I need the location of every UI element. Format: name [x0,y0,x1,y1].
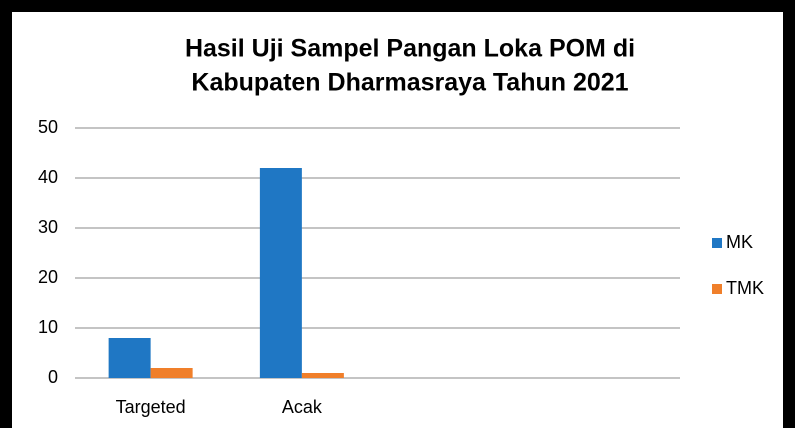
y-tick-label: 20 [38,267,58,287]
x-tick-label: Acak [282,397,323,417]
bar [108,338,151,378]
y-tick-label: 0 [48,367,58,387]
x-tick-label: Targeted [116,397,186,417]
bar [301,373,344,378]
chart-title: Hasil Uji Sampel Pangan Loka POM di [185,35,635,63]
legend-swatch [712,238,722,248]
y-tick-label: 10 [38,317,58,337]
y-tick-label: 40 [38,167,58,187]
bar [259,168,302,378]
y-tick-label: 50 [38,117,58,137]
y-tick-label: 30 [38,217,58,237]
chart-title: Kabupaten Dharmasraya Tahun 2021 [191,69,628,97]
legend-label: MK [726,232,753,252]
legend-swatch [712,284,722,294]
bar [150,368,193,378]
legend-label: TMK [726,278,764,298]
